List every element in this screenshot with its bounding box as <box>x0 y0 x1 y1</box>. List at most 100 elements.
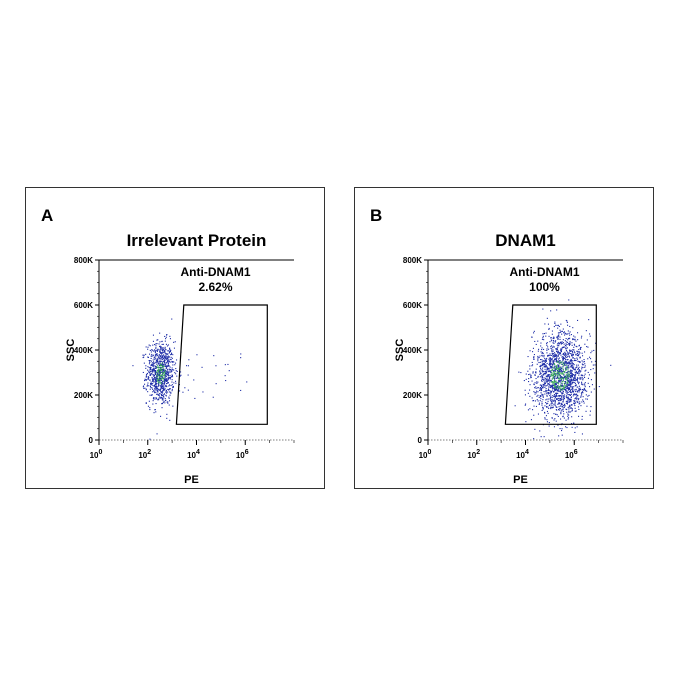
scatter-point <box>552 361 554 363</box>
scatter-point <box>584 366 586 368</box>
scatter-point <box>553 326 555 328</box>
scatter-point <box>566 321 568 323</box>
scatter-point <box>570 393 572 395</box>
scatter-point <box>170 392 172 394</box>
scatter-point <box>549 363 551 365</box>
scatter-point <box>565 408 567 410</box>
scatter-point <box>572 338 574 340</box>
scatter-point <box>555 383 557 385</box>
scatter-point <box>149 385 151 387</box>
scatter-point <box>529 350 531 352</box>
scatter-point <box>537 413 539 415</box>
scatter-point <box>575 410 577 412</box>
scatter-point <box>569 405 571 407</box>
scatter-point <box>566 387 568 389</box>
scatter-point <box>159 345 161 347</box>
scatter-point <box>165 363 167 365</box>
scatter-point <box>562 389 564 391</box>
scatter-point <box>563 396 565 398</box>
scatter-point <box>160 368 162 370</box>
scatter-point <box>144 380 146 382</box>
scatter-point <box>545 360 547 362</box>
scatter-point <box>565 350 567 352</box>
scatter-point <box>154 354 156 356</box>
scatter-point <box>564 354 566 356</box>
scatter-point <box>576 352 578 354</box>
scatter-point <box>578 397 580 399</box>
scatter-point <box>179 375 181 377</box>
scatter-point <box>593 388 595 390</box>
scatter-point <box>165 353 167 355</box>
scatter-point <box>566 366 568 368</box>
scatter-point <box>589 414 591 416</box>
scatter-point <box>176 375 178 377</box>
scatter-point <box>555 355 557 357</box>
scatter-point <box>558 358 560 360</box>
scatter-point <box>562 359 564 361</box>
scatter-point <box>169 351 171 353</box>
scatter-point <box>562 353 564 355</box>
scatter-point <box>577 355 579 357</box>
scatter-point <box>168 359 170 361</box>
scatter-point <box>538 357 540 359</box>
scatter-point <box>595 342 597 344</box>
scatter-point <box>541 375 543 377</box>
scatter-point <box>554 358 556 360</box>
scatter-point <box>571 386 573 388</box>
scatter-point <box>557 375 559 377</box>
scatter-point <box>145 365 147 367</box>
scatter-point <box>552 340 554 342</box>
scatter-point <box>559 388 561 390</box>
scatter-point <box>564 362 566 364</box>
scatter-point <box>561 363 563 365</box>
scatter-point <box>557 352 559 354</box>
scatter-point <box>170 371 172 373</box>
scatter-point <box>564 334 566 336</box>
scatter-point <box>579 401 581 403</box>
scatter-point <box>552 400 554 402</box>
scatter-point <box>557 342 559 344</box>
scatter-point <box>554 366 556 368</box>
scatter-point <box>540 345 542 347</box>
scatter-point <box>546 374 548 376</box>
scatter-point <box>559 405 561 407</box>
scatter-point <box>161 407 163 409</box>
scatter-point <box>569 342 571 344</box>
scatter-point <box>536 399 538 401</box>
scatter-point <box>586 390 588 392</box>
scatter-point <box>157 364 159 366</box>
scatter-point <box>569 373 571 375</box>
scatter-point <box>559 428 561 430</box>
scatter-point <box>560 368 562 370</box>
scatter-point <box>158 374 160 376</box>
scatter-point <box>547 412 549 414</box>
scatter-point <box>162 403 164 405</box>
scatter-point <box>582 384 584 386</box>
scatter-point <box>153 378 155 380</box>
scatter-point <box>562 388 564 390</box>
scatter-point <box>551 399 553 401</box>
x-tick-exponent: 6 <box>574 449 578 456</box>
scatter-point <box>576 364 578 366</box>
x-tick-label: 100 <box>419 449 432 460</box>
scatter-point <box>551 386 553 388</box>
scatter-point <box>562 357 564 359</box>
scatter-point <box>581 392 583 394</box>
scatter-point <box>546 398 548 400</box>
scatter-point <box>163 400 165 402</box>
scatter-point <box>565 366 567 368</box>
scatter-point <box>556 398 558 400</box>
scatter-point <box>571 362 573 364</box>
scatter-point <box>531 380 533 382</box>
scatter-point <box>156 366 158 368</box>
scatter-point <box>555 420 557 422</box>
scatter-point <box>165 395 167 397</box>
scatter-point <box>577 372 579 374</box>
scatter-point <box>529 408 531 410</box>
scatter-point <box>161 377 163 379</box>
scatter-point <box>570 360 572 362</box>
scatter-point <box>541 351 543 353</box>
scatter-point <box>541 403 543 405</box>
scatter-point <box>554 370 556 372</box>
scatter-point <box>562 392 564 394</box>
